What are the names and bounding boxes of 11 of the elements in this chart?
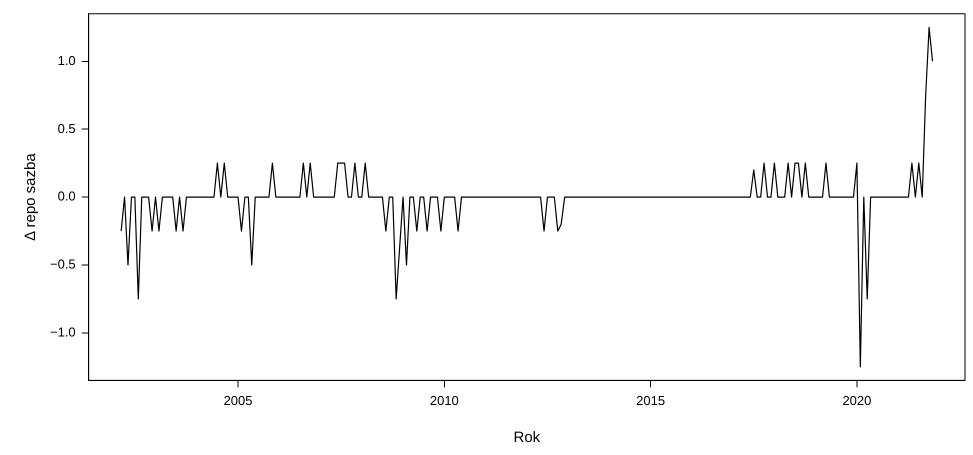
x-tick-label: 2010	[430, 392, 459, 408]
y-tick-label: 0.0	[58, 188, 76, 204]
x-tick-label: 2005	[224, 392, 252, 408]
x-axis-title: Rok	[513, 429, 541, 446]
y-tick-label: 0.5	[58, 120, 76, 136]
y-tick-label: 1.0	[58, 52, 76, 68]
x-tick-label: 2020	[842, 392, 872, 408]
y-tick-label: −0.5	[50, 256, 76, 272]
x-tick-label: 2015	[636, 392, 666, 408]
y-tick-label: −1.0	[50, 324, 76, 340]
y-axis-title: Δ repo sazba	[22, 152, 40, 241]
